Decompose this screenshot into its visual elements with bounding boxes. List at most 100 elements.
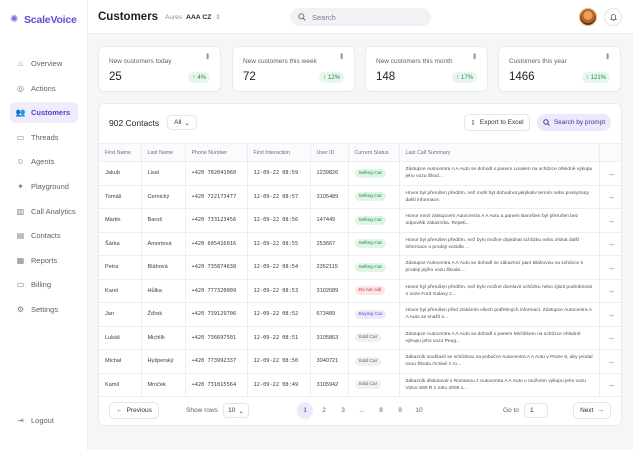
- cell-phone: +420 773992337: [185, 349, 248, 374]
- column-header[interactable]: Last Name: [141, 143, 186, 162]
- cell-first: Jan: [99, 302, 142, 327]
- column-header[interactable]: User ID: [310, 143, 349, 162]
- sidebar-nav: ⌂ Overview ◎ Actions 👥 Customers ▭ Threads ☺ Agen…: [10, 53, 78, 324]
- sidebar-item-reports[interactable]: ▦ Reports: [10, 250, 78, 271]
- arrow-right-icon[interactable]: →: [599, 232, 621, 256]
- goto-label: Go to: [503, 407, 519, 414]
- export-to-excel-button[interactable]: ⇩ Export to Excel: [464, 114, 530, 131]
- sidebar-item-customers[interactable]: 👥 Customers: [10, 102, 78, 124]
- cell-last: Cernický: [141, 185, 186, 209]
- table-row[interactable]: Tomáš Cernický +420 722173477 12-09-22 08:5…: [99, 185, 621, 209]
- logo-icon: ✺: [10, 14, 19, 25]
- cell-id: 3105489: [310, 185, 349, 209]
- sidebar-item-agents[interactable]: ☺ Agents: [10, 151, 78, 172]
- previous-page-button[interactable]: ← Previous: [109, 402, 159, 419]
- page-2[interactable]: 2: [322, 407, 326, 414]
- prompt-label: Search by prompt: [553, 119, 606, 126]
- table-row[interactable]: Michal Hyšperský +420 773992337 12-09-22 08…: [99, 349, 621, 374]
- sidebar-item-settings[interactable]: ⚙ Settings: [10, 299, 78, 320]
- logout-button[interactable]: ⇥ Logout: [16, 416, 54, 425]
- arrow-right-icon[interactable]: →: [599, 255, 621, 280]
- stat-card: New customers today 25 ••• ↑ 4%: [98, 46, 221, 92]
- stat-value: 25: [109, 71, 122, 83]
- table-body: Jakub Lisal +420 702041060 12-09-22 08:59 12…: [99, 161, 621, 397]
- cell-first: Michal: [99, 349, 142, 374]
- cell-time: 12-09-22 08:55: [247, 232, 311, 256]
- more-options-icon[interactable]: •••: [203, 53, 212, 59]
- search-input[interactable]: Search: [290, 8, 431, 26]
- arrow-up-icon: ↑: [585, 74, 589, 81]
- more-options-icon[interactable]: •••: [603, 53, 612, 59]
- table-row[interactable]: Karel Hůlka +420 777320009 12-09-22 08:53 31…: [99, 279, 621, 303]
- column-header[interactable]: Phone Number: [185, 143, 248, 162]
- arrow-right-icon[interactable]: →: [599, 161, 621, 186]
- page-1[interactable]: 1: [297, 402, 313, 419]
- rows-per-page-select[interactable]: 10 ⌄: [223, 403, 249, 418]
- cell-id: 3040721: [310, 349, 349, 374]
- table-row[interactable]: Jakub Lisal +420 702041060 12-09-22 08:59 12…: [99, 161, 621, 186]
- cell-last: Lisal: [141, 161, 186, 186]
- chevron-down-icon: ⌄: [184, 119, 190, 127]
- arrow-right-icon[interactable]: →: [599, 302, 621, 327]
- sidebar-item-overview[interactable]: ⌂ Overview: [10, 53, 78, 74]
- app-logo[interactable]: ✺ ScaleVoice: [10, 14, 77, 26]
- more-options-icon[interactable]: •••: [337, 53, 346, 59]
- stat-change-badge: ↑ 121%: [581, 72, 610, 83]
- cell-first: Petra: [99, 255, 142, 280]
- sidebar-item-call-analytics[interactable]: ▥ Call Analytics: [10, 201, 78, 222]
- avatar[interactable]: [579, 8, 597, 26]
- table-row[interactable]: Kamil Mroček +420 731015564 12-09-22 08:49 3…: [99, 373, 621, 397]
- arrow-right-icon[interactable]: →: [599, 326, 621, 350]
- next-page-button[interactable]: Next →: [573, 402, 611, 419]
- cell-summary: Hovor mezi zástupcem Autocentra A A Auto…: [399, 208, 600, 233]
- page-9[interactable]: 9: [398, 407, 402, 414]
- sidebar-item-threads[interactable]: ▭ Threads: [10, 127, 78, 148]
- table-row[interactable]: Jan Žďrek +420 739129706 12-09-22 08:52 6734…: [99, 302, 621, 327]
- previous-label: Previous: [126, 407, 152, 414]
- stat-label: Customers this year: [509, 58, 567, 65]
- column-header[interactable]: Current Status: [348, 143, 400, 162]
- threads-icon: ▭: [16, 132, 25, 142]
- page-numbers: 1 2 3... 8 9 10: [297, 402, 427, 419]
- sidebar-item-billing[interactable]: ▭ Billing: [10, 274, 78, 295]
- column-header[interactable]: First Name: [99, 143, 142, 162]
- table-row[interactable]: Martin Baroš +420 733123456 12-09-22 08:56 1…: [99, 208, 621, 233]
- sidebar: ✺ ScaleVoice ⌂ Overview ◎ Actions 👥 Customers…: [0, 0, 88, 450]
- cell-first: Jakub: [99, 161, 142, 186]
- cell-phone: +420 739129706: [185, 302, 248, 327]
- next-label: Next: [580, 407, 594, 414]
- sidebar-item-actions[interactable]: ◎ Actions: [10, 78, 78, 99]
- sidebar-item-playground[interactable]: ✦ Playground: [10, 176, 78, 197]
- reports-icon: ▦: [16, 255, 25, 265]
- page-10[interactable]: 10: [415, 407, 423, 414]
- more-options-icon[interactable]: •••: [470, 53, 479, 59]
- notifications-button[interactable]: [604, 8, 622, 26]
- sidebar-item-label: Customers: [31, 108, 71, 118]
- arrow-right-icon[interactable]: →: [599, 279, 621, 303]
- goto-page-input[interactable]: 1: [524, 403, 548, 418]
- column-header[interactable]: First Interaction: [247, 143, 311, 162]
- page-8[interactable]: 8: [379, 407, 383, 414]
- cell-summary: Hovor byl přerušen předtím, než mohl být…: [399, 185, 600, 209]
- contacts-filter-select[interactable]: All ⌄: [167, 115, 197, 130]
- table-row[interactable]: Lukáš Michlík +420 736697501 12-09-22 08:51…: [99, 326, 621, 350]
- cell-status: Selling Car: [348, 255, 400, 280]
- contacts-panel: 902 Contacts All ⌄ ⇩ Export to Excel Sea…: [98, 103, 622, 426]
- arrow-right-icon[interactable]: →: [599, 185, 621, 209]
- arrow-right-icon[interactable]: →: [599, 349, 621, 374]
- cell-time: 12-09-22 08:51: [247, 326, 311, 350]
- arrow-right-icon[interactable]: →: [599, 208, 621, 233]
- table-row[interactable]: Petra Bláhová +420 735874638 12-09-22 08:54…: [99, 255, 621, 280]
- search-by-prompt-button[interactable]: Search by prompt: [537, 114, 611, 131]
- playground-icon: ✦: [17, 181, 24, 191]
- cell-first: Šárka: [99, 232, 142, 256]
- org-switcher[interactable]: Aures AAA CZ ⇕: [165, 13, 221, 22]
- page-3[interactable]: 3: [341, 407, 345, 414]
- sidebar-item-label: Actions: [31, 83, 56, 93]
- cell-status: Selling Car: [348, 185, 400, 209]
- sidebar-item-contacts[interactable]: ▤ Contacts: [10, 225, 78, 246]
- column-header[interactable]: Last Call Summary: [399, 143, 600, 162]
- cell-status: Sold Car: [348, 326, 400, 350]
- table-row[interactable]: Šárka Amortová +420 605416016 12-09-22 08:5…: [99, 232, 621, 256]
- arrow-right-icon[interactable]: →: [599, 373, 621, 397]
